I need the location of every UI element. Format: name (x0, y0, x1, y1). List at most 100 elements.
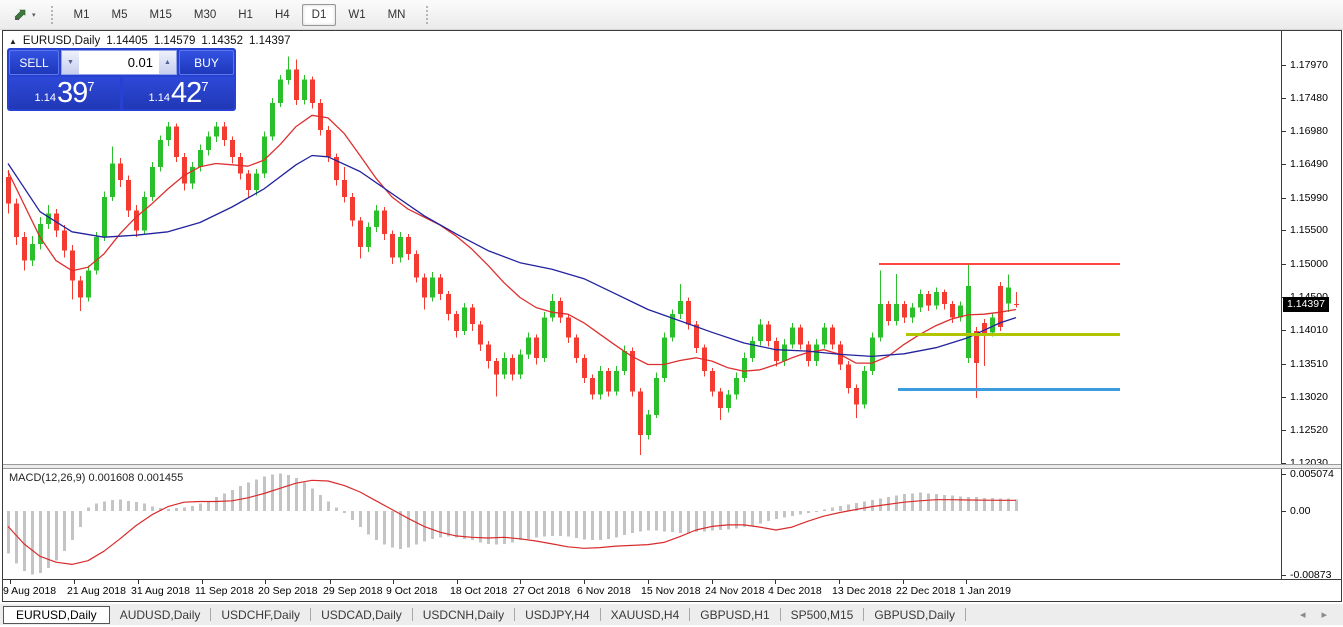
sell-price-button[interactable]: 1.14 39 7 (9, 77, 120, 109)
tab-separator (863, 608, 865, 621)
timeframe-button-mn[interactable]: MN (387, 8, 406, 21)
pane-splitter[interactable] (3, 464, 1341, 469)
price-axis-label: 1.15000 (1290, 258, 1328, 270)
timeframe-button-m5[interactable]: M5 (111, 8, 128, 21)
timeframe-button-m15[interactable]: M15 (149, 8, 172, 21)
time-axis-label: 9 Aug 2018 (3, 585, 57, 597)
price-axis[interactable]: 1.14397 1.17970 1.17480 1.16980 1.16490 1.15… (1281, 31, 1341, 581)
price-axis-label: 1.17480 (1290, 92, 1328, 104)
price-pane[interactable]: ▲ EURUSD,Daily 1.14405 1.14579 1.14352 1… (3, 31, 1281, 464)
chart-tab-xauusd-h4[interactable]: XAUUSD,H4 (610, 607, 680, 622)
timeframe-button-w1[interactable]: W1 (348, 8, 366, 21)
time-axis-tick (202, 580, 203, 584)
timeframe-button-h4[interactable]: H4 (274, 8, 290, 21)
macd-axis-label: 0.005074 (1290, 468, 1334, 480)
tab-scroll-left-icon[interactable]: ◂ (1299, 609, 1306, 621)
time-axis-label: 11 Sep 2018 (195, 585, 254, 597)
chart-tool-button[interactable]: ▾ (8, 5, 41, 25)
time-axis-label: 31 Aug 2018 (131, 585, 190, 597)
time-axis-label: 6 Nov 2018 (577, 585, 631, 597)
chart-tab-audusd-daily[interactable]: AUDUSD,Daily (119, 607, 201, 622)
tab-separator (965, 608, 967, 621)
time-axis-tick (74, 580, 75, 584)
price-axis-label: 1.12520 (1290, 424, 1328, 436)
time-axis-tick (966, 580, 967, 584)
volume-stepper: ▼ 0.01 ▲ (61, 50, 177, 75)
caret-up-icon: ▲ (164, 59, 171, 66)
chart-tab-eurusd-daily[interactable]: EURUSD,Daily (3, 605, 110, 624)
chart-tab-usdchf-daily[interactable]: USDCHF,Daily (221, 607, 301, 622)
time-axis-label: 18 Oct 2018 (450, 585, 508, 597)
time-axis-tick (648, 580, 649, 584)
macd-pane[interactable]: MACD(12,26,9) 0.001608 0.001455 (3, 469, 1281, 579)
time-axis-tick (775, 580, 776, 584)
buy-price-button[interactable]: 1.14 42 7 (123, 77, 234, 109)
price-axis-label: 1.16980 (1290, 125, 1328, 137)
chart-tab-sp500-m15[interactable]: SP500,M15 (790, 607, 854, 622)
toolbar-grip-right[interactable] (426, 5, 432, 24)
time-axis-tick (520, 580, 521, 584)
one-click-trading-panel: SELL ▼ 0.01 ▲ BUY 1.14 39 7 1.14 42 7 (7, 48, 236, 111)
chart-tab-usdcnh-daily[interactable]: USDCNH,Daily (422, 607, 505, 622)
time-axis-label: 4 Dec 2018 (768, 585, 822, 597)
tab-separator (210, 608, 212, 621)
chart-tab-usdjpy-h4[interactable]: USDJPY,H4 (525, 607, 590, 622)
macd-axis-label: -0.00873 (1290, 569, 1332, 581)
caret-down-icon: ▼ (67, 59, 74, 66)
price-axis-tick (1282, 330, 1286, 331)
volume-input[interactable]: 0.01 (79, 51, 159, 74)
price-axis-tick (1282, 198, 1286, 199)
price-axis-label: 1.15990 (1290, 192, 1328, 204)
price-axis-label: 1.13510 (1290, 358, 1328, 370)
buy-price-main: 42 (170, 77, 202, 109)
volume-increase-button[interactable]: ▲ (159, 51, 176, 74)
price-axis-tick (1282, 164, 1286, 165)
price-axis-tick (1282, 463, 1286, 464)
time-axis-tick (903, 580, 904, 584)
chevron-down-icon[interactable]: ▾ (32, 11, 36, 19)
top-toolbar: ▾ M1 M5 M15 M30 H1 H4 D1 W1 MN (0, 0, 1343, 30)
timeframe-button-m1[interactable]: M1 (73, 8, 90, 21)
price-axis-label: 1.17970 (1290, 59, 1328, 71)
timeframe-button-h1[interactable]: H1 (238, 8, 253, 21)
price-axis-label: 1.16490 (1290, 158, 1328, 170)
time-axis-tick (712, 580, 713, 584)
price-axis-tick (1282, 364, 1286, 365)
sell-button[interactable]: SELL (9, 50, 59, 75)
sell-price-main: 39 (56, 77, 88, 109)
time-axis-label: 21 Aug 2018 (67, 585, 126, 597)
time-axis-label: 13 Dec 2018 (832, 585, 892, 597)
chart-symbol-period: EURUSD,Daily (22, 35, 101, 47)
chart-tab-gbpusd-daily[interactable]: GBPUSD,Daily (874, 607, 956, 622)
price-axis-tick (1282, 397, 1286, 398)
time-axis-label: 24 Nov 2018 (705, 585, 765, 597)
chart-tab-usdcad-daily[interactable]: USDCAD,Daily (321, 607, 402, 622)
buy-button[interactable]: BUY (179, 50, 234, 75)
macd-indicator-label: MACD(12,26,9) 0.001608 0.001455 (9, 472, 184, 484)
time-axis-label: 27 Oct 2018 (513, 585, 571, 597)
tab-scroll-right-icon[interactable]: ▸ (1321, 609, 1327, 621)
chart-tab-gbpusd-h1[interactable]: GBPUSD,H1 (700, 607, 770, 622)
timeframe-button-d1[interactable]: D1 (301, 3, 337, 26)
buy-price-sup: 7 (201, 79, 209, 94)
toolbar-grip[interactable] (50, 5, 57, 24)
price-axis-tick (1282, 98, 1286, 99)
time-axis-label: 20 Sep 2018 (258, 585, 318, 597)
time-axis[interactable]: 9 Aug 2018 21 Aug 2018 31 Aug 2018 11 Sep 2… (3, 580, 1341, 600)
buy-price-prefix: 1.14 (148, 92, 170, 104)
sell-price-sup: 7 (87, 79, 95, 94)
ohlc-low: 1.14352 (201, 35, 243, 47)
tab-separator (689, 608, 691, 621)
timeframe-button-m30[interactable]: M30 (193, 8, 217, 21)
price-chart[interactable] (3, 31, 1281, 464)
time-axis-tick (584, 580, 585, 584)
ohlc-close: 1.14397 (248, 35, 291, 47)
time-axis-label: 1 Jan 2019 (959, 585, 1011, 597)
time-axis-label: 15 Nov 2018 (641, 585, 701, 597)
time-axis-tick (393, 580, 394, 584)
macd-chart[interactable] (3, 469, 1281, 579)
volume-decrease-button[interactable]: ▼ (62, 51, 79, 74)
tab-strip-gap (0, 602, 1343, 604)
chart-title: ▲ EURUSD,Daily 1.14405 1.14579 1.14352 1… (9, 35, 291, 47)
price-axis-tick (1282, 65, 1286, 66)
